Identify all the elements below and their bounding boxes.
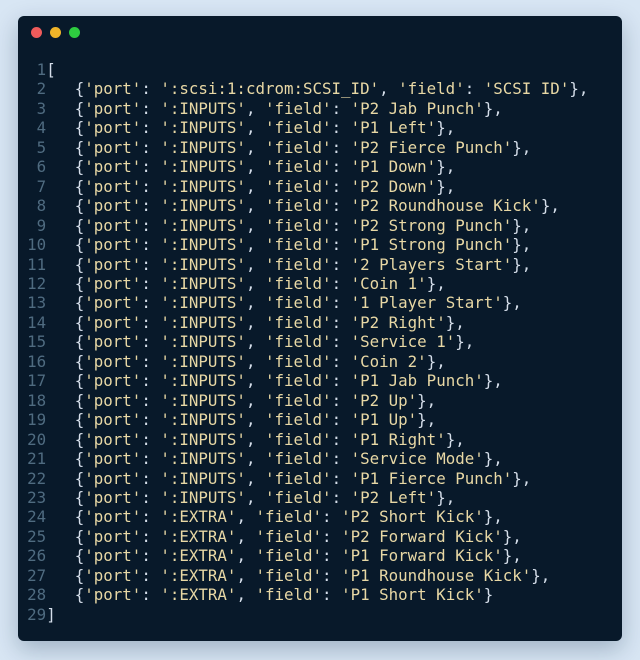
line-number: 5 [36, 137, 47, 157]
code-line-text: {'port': ':INPUTS', 'field': 'P2 Left'}, [46, 487, 456, 507]
code-editor[interactable]: 1[2 {'port': ':scsi:1:cdrom:SCSI_ID', 'f… [27, 60, 618, 624]
code-line-text: {'port': ':INPUTS', 'field': 'P2 Fierce … [46, 137, 532, 157]
code-line-text: {'port': ':INPUTS', 'field': 'Service 1'… [46, 332, 475, 352]
code-line: 17 {'port': ':INPUTS', 'field': 'P1 Jab … [27, 371, 618, 390]
line-number: 16 [27, 351, 47, 371]
line-number: 2 [36, 79, 47, 99]
code-line: 13 {'port': ':INPUTS', 'field': '1 Playe… [27, 293, 618, 312]
code-line: 28 {'port': ':EXTRA', 'field': 'P1 Short… [27, 585, 618, 604]
code-line: 11 {'port': ':INPUTS', 'field': '2 Playe… [27, 255, 618, 274]
code-line-text: {'port': ':INPUTS', 'field': 'P2 Roundho… [46, 196, 560, 216]
line-number: 19 [27, 410, 47, 430]
code-line: 10 {'port': ':INPUTS', 'field': 'P1 Stro… [27, 235, 618, 254]
line-number: 22 [27, 468, 47, 488]
code-line-text: {'port': ':INPUTS', 'field': 'P1 Up'}, [46, 410, 437, 430]
line-number: 20 [27, 429, 47, 449]
code-line: 26 {'port': ':EXTRA', 'field': 'P1 Forwa… [27, 546, 618, 565]
code-line-text: {'port': ':INPUTS', 'field': 'P2 Down'}, [46, 176, 456, 196]
close-window-icon[interactable] [31, 27, 42, 38]
code-line-text: {'port': ':INPUTS', 'field': 'P2 Strong … [46, 215, 532, 235]
code-line-text: {'port': ':EXTRA', 'field': 'P2 Short Ki… [46, 507, 503, 527]
code-lines: 1[2 {'port': ':scsi:1:cdrom:SCSI_ID', 'f… [27, 60, 618, 624]
line-number: 6 [36, 157, 47, 177]
code-line: 1[ [27, 60, 618, 79]
line-number: 24 [27, 507, 47, 527]
code-line: 27 {'port': ':EXTRA', 'field': 'P1 Round… [27, 566, 618, 585]
line-number: 8 [36, 196, 47, 216]
line-number: 4 [36, 118, 47, 138]
code-line-text: {'port': ':INPUTS', 'field': 'Service Mo… [46, 449, 503, 469]
code-line: 2 {'port': ':scsi:1:cdrom:SCSI_ID', 'fie… [27, 79, 618, 98]
line-number: 9 [36, 215, 47, 235]
line-number: 25 [27, 526, 47, 546]
code-line: 23 {'port': ':INPUTS', 'field': 'P2 Left… [27, 488, 618, 507]
line-number: 21 [27, 449, 47, 469]
code-line: 8 {'port': ':INPUTS', 'field': 'P2 Round… [27, 196, 618, 215]
line-number: 13 [27, 293, 47, 313]
code-line: 22 {'port': ':INPUTS', 'field': 'P1 Fier… [27, 469, 618, 488]
code-line: 12 {'port': ':INPUTS', 'field': 'Coin 1'… [27, 274, 618, 293]
code-line: 15 {'port': ':INPUTS', 'field': 'Service… [27, 332, 618, 351]
code-line-text: [ [46, 60, 56, 79]
code-line-text: {'port': ':INPUTS', 'field': 'P1 Fierce … [46, 468, 532, 488]
code-line: 3 {'port': ':INPUTS', 'field': 'P2 Jab P… [27, 99, 618, 118]
code-line-text: ] [46, 604, 56, 624]
code-line-text: {'port': ':INPUTS', 'field': '1 Player S… [46, 293, 522, 313]
line-number: 18 [27, 390, 47, 410]
code-line: 24 {'port': ':EXTRA', 'field': 'P2 Short… [27, 507, 618, 526]
code-line-text: {'port': ':INPUTS', 'field': 'P2 Up'}, [46, 390, 437, 410]
code-line-text: {'port': ':EXTRA', 'field': 'P1 Roundhou… [46, 565, 551, 585]
code-line: 14 {'port': ':INPUTS', 'field': 'P2 Righ… [27, 313, 618, 332]
line-number: 17 [27, 371, 47, 391]
code-line-text: {'port': ':INPUTS', 'field': 'P2 Right'}… [46, 312, 465, 332]
code-line: 16 {'port': ':INPUTS', 'field': 'Coin 2'… [27, 352, 618, 371]
code-line: 6 {'port': ':INPUTS', 'field': 'P1 Down'… [27, 157, 618, 176]
code-line: 4 {'port': ':INPUTS', 'field': 'P1 Left'… [27, 118, 618, 137]
code-line-text: {'port': ':INPUTS', 'field': 'P2 Jab Pun… [46, 98, 503, 118]
code-line-text: {'port': ':INPUTS', 'field': 'Coin 1'}, [46, 273, 446, 293]
code-window: 1[2 {'port': ':scsi:1:cdrom:SCSI_ID', 'f… [18, 16, 622, 641]
line-number: 27 [27, 565, 47, 585]
line-number: 3 [36, 98, 47, 118]
code-line: 9 {'port': ':INPUTS', 'field': 'P2 Stron… [27, 216, 618, 235]
code-line: 29] [27, 605, 618, 624]
line-number: 12 [27, 273, 47, 293]
line-number: 15 [27, 332, 47, 352]
window-titlebar [31, 27, 80, 39]
code-line-text: {'port': ':EXTRA', 'field': 'P2 Forward … [46, 526, 522, 546]
line-number: 7 [36, 176, 47, 196]
line-number: 14 [27, 312, 47, 332]
line-number: 23 [27, 487, 47, 507]
code-line: 18 {'port': ':INPUTS', 'field': 'P2 Up'}… [27, 391, 618, 410]
line-number: 1 [36, 60, 47, 79]
code-line: 21 {'port': ':INPUTS', 'field': 'Service… [27, 449, 618, 468]
code-line: 19 {'port': ':INPUTS', 'field': 'P1 Up'}… [27, 410, 618, 429]
code-line: 25 {'port': ':EXTRA', 'field': 'P2 Forwa… [27, 527, 618, 546]
code-line-text: {'port': ':scsi:1:cdrom:SCSI_ID', 'field… [46, 79, 589, 99]
code-line-text: {'port': ':INPUTS', 'field': 'Coin 2'}, [46, 351, 446, 371]
line-number: 11 [27, 254, 47, 274]
code-line-text: {'port': ':INPUTS', 'field': 'P1 Jab Pun… [46, 371, 503, 391]
code-line-text: {'port': ':INPUTS', 'field': 'P1 Right'}… [46, 429, 465, 449]
line-number: 28 [27, 585, 47, 605]
line-number: 10 [27, 235, 47, 255]
code-line-text: {'port': ':INPUTS', 'field': 'P1 Down'}, [46, 157, 456, 177]
line-number: 26 [27, 546, 47, 566]
minimize-window-icon[interactable] [50, 27, 61, 38]
maximize-window-icon[interactable] [69, 27, 80, 38]
code-line: 7 {'port': ':INPUTS', 'field': 'P2 Down'… [27, 177, 618, 196]
code-line: 5 {'port': ':INPUTS', 'field': 'P2 Fierc… [27, 138, 618, 157]
code-line-text: {'port': ':EXTRA', 'field': 'P1 Short Ki… [46, 585, 494, 605]
line-number: 29 [27, 604, 47, 624]
code-line-text: {'port': ':EXTRA', 'field': 'P1 Forward … [46, 546, 522, 566]
code-line-text: {'port': ':INPUTS', 'field': 'P1 Left'}, [46, 118, 456, 138]
code-line-text: {'port': ':INPUTS', 'field': '2 Players … [46, 254, 532, 274]
code-line-text: {'port': ':INPUTS', 'field': 'P1 Strong … [46, 235, 532, 255]
code-line: 20 {'port': ':INPUTS', 'field': 'P1 Righ… [27, 430, 618, 449]
